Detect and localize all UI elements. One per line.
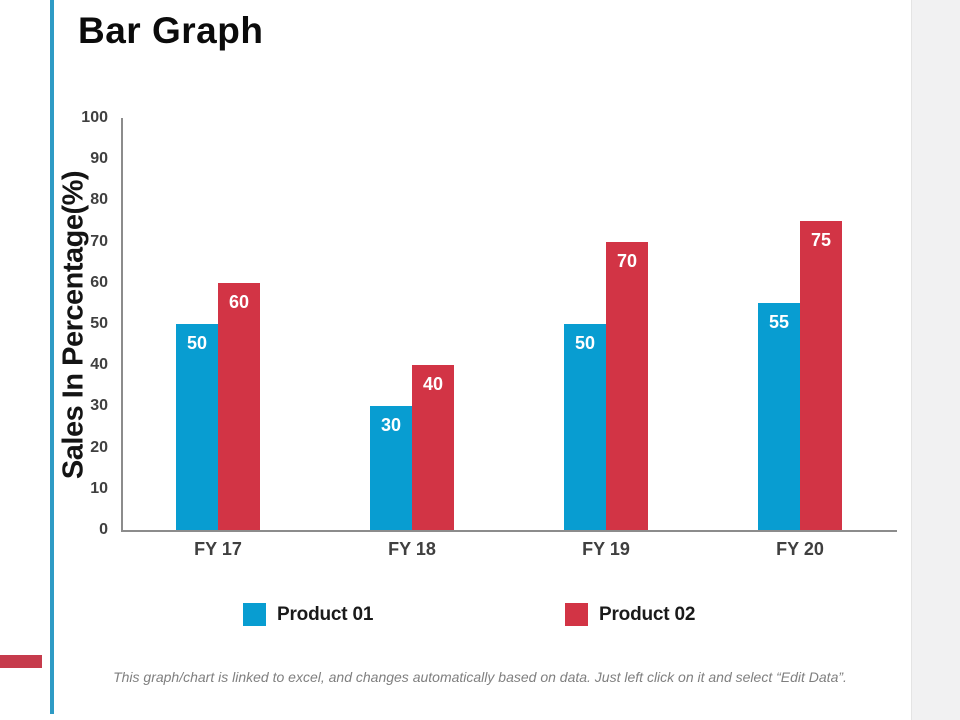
footer-note: This graph/chart is linked to excel, and… (113, 669, 847, 685)
y-tick-label-60: 60 (90, 273, 108, 291)
x-axis-label-fy-18: FY 18 (388, 539, 436, 559)
page-title: Bar Graph (78, 10, 264, 51)
bar-product-01-fy-19[interactable]: 50 (564, 324, 606, 530)
bar-value-label: 50 (574, 333, 596, 353)
bar-value-label: 40 (422, 374, 444, 395)
legend-swatch-icon (243, 603, 266, 626)
x-axis-line (121, 530, 897, 532)
bottom-left-accent-bar (0, 655, 42, 668)
bar-value-label: 30 (380, 415, 402, 436)
bar-product-02-fy-18[interactable]: 40 (412, 365, 454, 530)
y-tick-label-30: 30 (90, 397, 108, 415)
bar-product-01-fy-17[interactable]: 50 (176, 324, 218, 530)
legend-label: Product 02 (599, 603, 696, 625)
left-accent-line (50, 0, 54, 714)
y-tick-label-90: 90 (90, 150, 108, 168)
chart-area[interactable]: Sales In Percentage(%) 0 10 20 30 40 50 60 70 80… (0, 0, 912, 720)
bar-product-01-fy-18[interactable]: 30 (370, 406, 412, 530)
legend-item-product-01[interactable]: Product 01 (243, 603, 373, 626)
y-axis-line (121, 118, 123, 531)
x-axis-label-fy-17: FY 17 (194, 539, 242, 559)
legend-item-product-02[interactable]: Product 02 (565, 603, 695, 626)
bar-product-01-fy-20[interactable]: 55 (758, 303, 800, 530)
legend-swatch-icon (565, 603, 588, 626)
x-axis-label-fy-20: FY 20 (776, 539, 824, 559)
y-tick-label-0: 0 (99, 521, 108, 538)
y-tick-label-80: 80 (90, 191, 108, 209)
bar-product-02-fy-20[interactable]: 75 (800, 221, 842, 530)
y-tick-label-20: 20 (90, 438, 108, 456)
y-tick-label-100: 100 (81, 109, 108, 126)
bar-value-label: 50 (186, 333, 208, 353)
legend-label: Product 01 (277, 603, 374, 625)
bar-product-02-fy-17[interactable]: 60 (218, 282, 260, 530)
y-tick-label-40: 40 (90, 356, 108, 374)
y-tick-label-50: 50 (90, 315, 108, 332)
bar-value-label: 60 (228, 291, 250, 312)
bar-value-label: 75 (810, 230, 832, 250)
bar-value-label: 70 (616, 250, 638, 271)
bar-product-02-fy-19[interactable]: 70 (606, 241, 648, 530)
right-gray-strip (911, 0, 960, 720)
x-axis-label-fy-19: FY 19 (582, 539, 630, 559)
y-tick-label-70: 70 (90, 232, 108, 250)
bar-value-label: 55 (768, 312, 790, 333)
y-tick-label-10: 10 (90, 479, 108, 497)
chart-legend: Product 01 Product 02 (0, 603, 912, 633)
